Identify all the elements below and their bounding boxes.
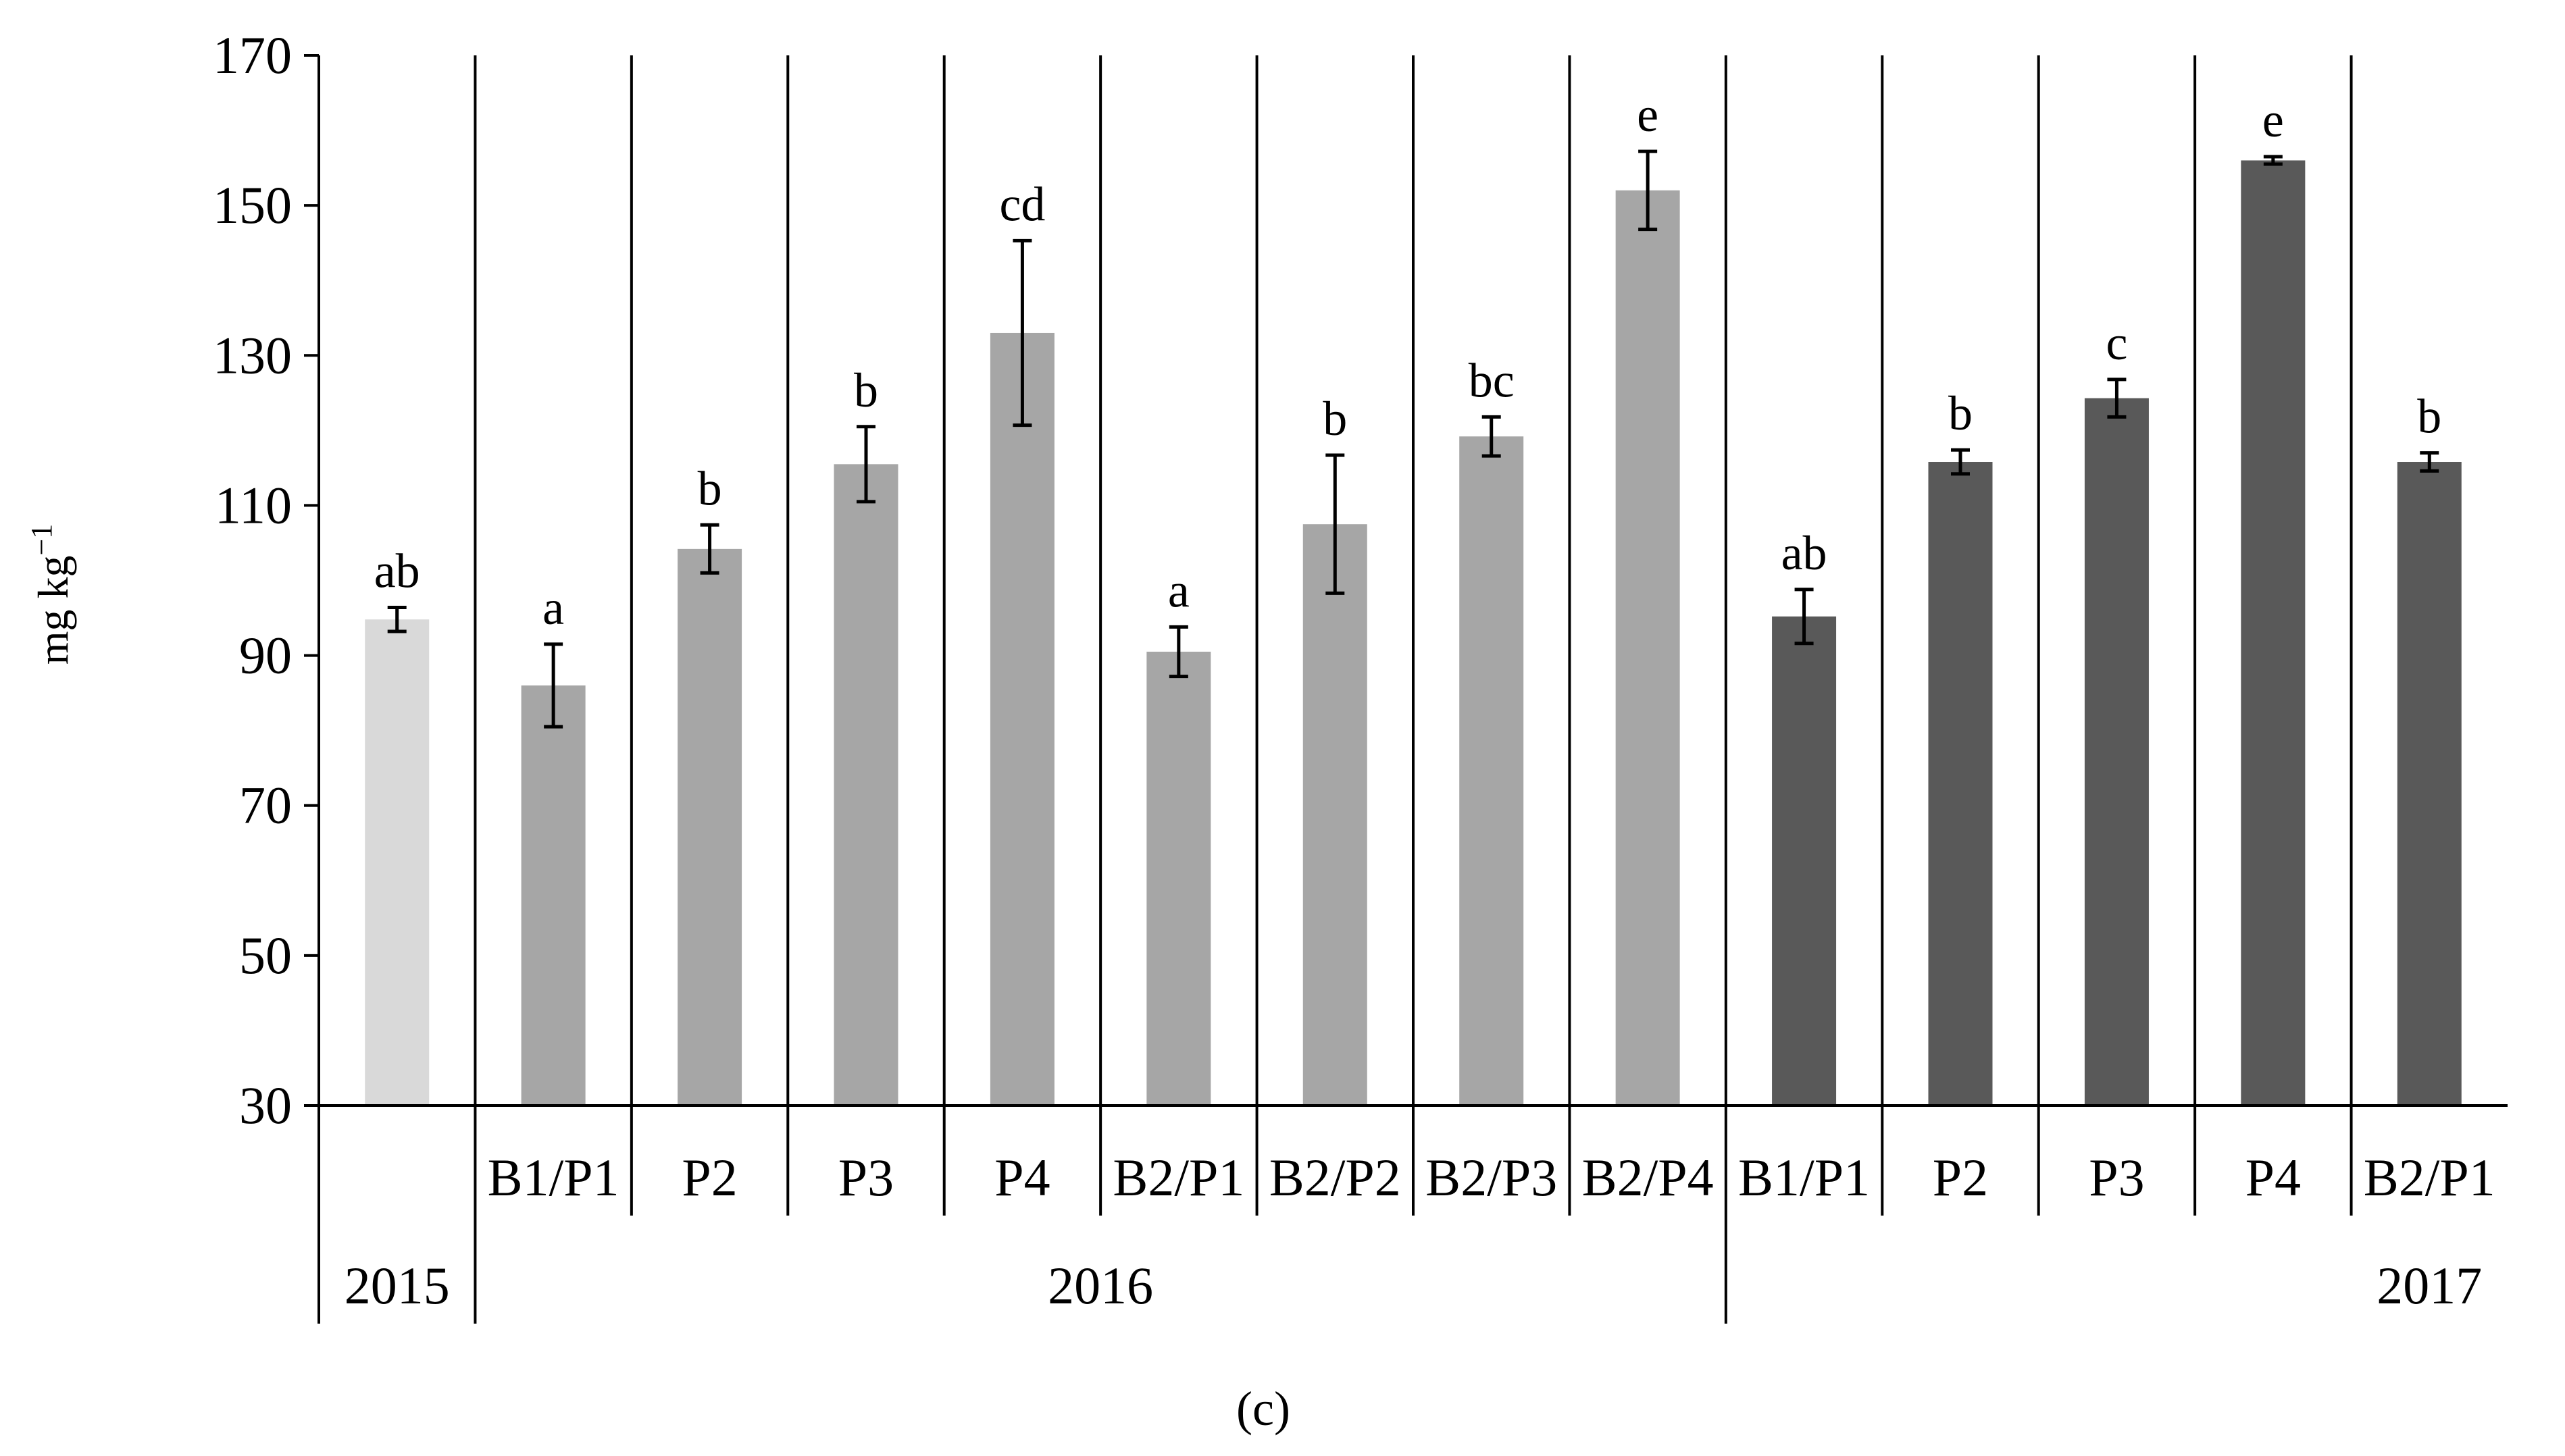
y-tick-label: 170 xyxy=(213,26,292,84)
category-label: B1/P1 xyxy=(1738,1148,1870,1207)
category-label: B2/P1 xyxy=(2364,1148,2495,1207)
bar xyxy=(678,548,742,1106)
bar xyxy=(521,685,586,1106)
bar xyxy=(834,464,898,1106)
category-label: B2/P1 xyxy=(1113,1148,1244,1207)
y-tick-label: 130 xyxy=(213,326,292,384)
y-tick-label: 70 xyxy=(239,776,292,835)
significance-label: ab xyxy=(1781,526,1827,580)
significance-label: e xyxy=(1637,88,1658,142)
significance-label: e xyxy=(2262,93,2284,147)
category-label: B2/P3 xyxy=(1425,1148,1557,1207)
significance-label: a xyxy=(542,581,564,635)
bar xyxy=(1928,462,1993,1106)
category-label: P3 xyxy=(838,1148,894,1207)
category-label: P3 xyxy=(2089,1148,2144,1207)
category-separators xyxy=(474,55,2353,1106)
bar xyxy=(1302,524,1367,1106)
significance-label: c xyxy=(2106,316,2127,370)
category-label: P2 xyxy=(1933,1148,1988,1207)
y-tick-label: 50 xyxy=(239,926,292,985)
significance-label: b xyxy=(1323,392,1347,446)
significance-label: a xyxy=(1168,563,1190,617)
significance-label: b xyxy=(1948,386,1973,440)
category-label: P4 xyxy=(994,1148,1050,1207)
year-group-label: 2016 xyxy=(1048,1256,1153,1315)
y-axis: 30 50 70 90 110 130 150 170 xyxy=(213,26,320,1135)
bar xyxy=(365,619,430,1106)
bar xyxy=(1459,436,1524,1106)
y-tick-label: 90 xyxy=(239,626,292,685)
significance-label: b xyxy=(854,363,878,417)
y-axis-label: mg kg−1 xyxy=(25,524,77,665)
year-group-label: 2015 xyxy=(345,1256,450,1315)
bar xyxy=(2241,160,2306,1106)
bars-layer xyxy=(365,160,2462,1106)
y-axis-label-superscript: −1 xyxy=(25,524,58,556)
category-label: P2 xyxy=(682,1148,737,1207)
significance-label: ab xyxy=(374,544,420,598)
significance-label: b xyxy=(698,461,722,515)
bar xyxy=(2084,398,2149,1106)
category-label: B2/P2 xyxy=(1269,1148,1401,1207)
figure-caption: (c) xyxy=(1236,1382,1290,1436)
significance-label: b xyxy=(2417,390,2441,444)
category-label: P4 xyxy=(2245,1148,2301,1207)
bar xyxy=(990,332,1055,1106)
y-tick-label: 150 xyxy=(213,176,292,234)
bar xyxy=(1146,652,1211,1106)
category-label: B1/P1 xyxy=(488,1148,619,1207)
category-label: B2/P4 xyxy=(1582,1148,1714,1207)
bar xyxy=(1615,190,1680,1106)
y-tick-label: 30 xyxy=(239,1076,292,1135)
significance-label: cd xyxy=(999,177,1045,231)
bar xyxy=(1772,616,1837,1106)
bar xyxy=(2397,462,2462,1106)
y-tick-label: 110 xyxy=(215,475,292,534)
year-group-label: 2017 xyxy=(2377,1256,2482,1315)
error-bars-layer xyxy=(387,149,2439,729)
x-axis: B1/P1 P2 P3 P4 B2/P1 B2/P2 B2/P3 B2/P4 B1/P1 P2 P3… xyxy=(318,1104,2508,1324)
significance-label: bc xyxy=(1469,353,1515,407)
